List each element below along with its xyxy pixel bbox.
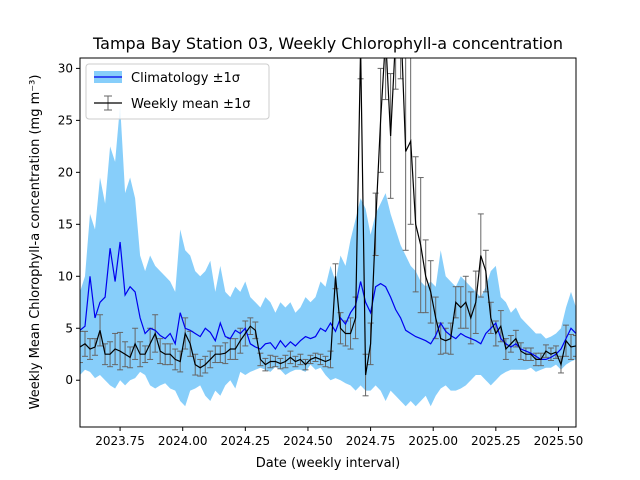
- x-tick-label: 2024.75: [346, 434, 396, 448]
- y-tick-label: 20: [58, 165, 73, 179]
- x-tick-label: 2025.50: [534, 434, 584, 448]
- y-tick-label: 5: [65, 321, 73, 335]
- errorbar: [382, 58, 389, 101]
- legend-weekly-label: Weekly mean ±1σ: [131, 97, 250, 112]
- y-tick-label: 30: [58, 61, 73, 75]
- plot-area: [80, 58, 576, 407]
- weekly-mean-line: [80, 58, 576, 376]
- x-axis-label: Date (weekly interval): [256, 456, 401, 471]
- x-tick-label: 2025.00: [408, 434, 458, 448]
- legend-box: [85, 63, 270, 120]
- y-tick-label: 0: [65, 373, 73, 387]
- y-tick-label: 15: [58, 217, 73, 231]
- x-tick-label: 2024.50: [283, 434, 333, 448]
- errorbar: [80, 330, 83, 364]
- x-axis: 2023.75 2024.00 2024.25 2024.50 2024.75 2025.…: [95, 427, 583, 448]
- y-axis-label: Weekly Mean Chlorophyll-a concentration …: [28, 75, 43, 410]
- errorbar: [392, 58, 399, 90]
- y-tick-label: 25: [58, 113, 73, 127]
- x-tick-label: 2023.75: [95, 434, 145, 448]
- legend-item-weekly: Weekly mean ±1σ: [94, 95, 250, 112]
- y-tick-label: 10: [58, 269, 73, 283]
- plot-frame: [79, 57, 577, 428]
- y-axis: 0 5 10 15 20 25 30: [58, 61, 80, 387]
- chart-title: Tampa Bay Station 03, Weekly Chlorophyll…: [92, 34, 563, 53]
- x-tick-label: 2024.25: [221, 434, 271, 448]
- legend-climatology-label: Climatology ±1σ: [131, 71, 240, 86]
- errorbar: [573, 335, 576, 357]
- x-tick-label: 2025.25: [471, 434, 521, 448]
- x-tick-label: 2024.00: [158, 434, 208, 448]
- legend-item-climatology: Climatology ±1σ: [94, 71, 240, 86]
- legend: Climatology ±1σ Weekly mean ±1σ: [85, 63, 270, 120]
